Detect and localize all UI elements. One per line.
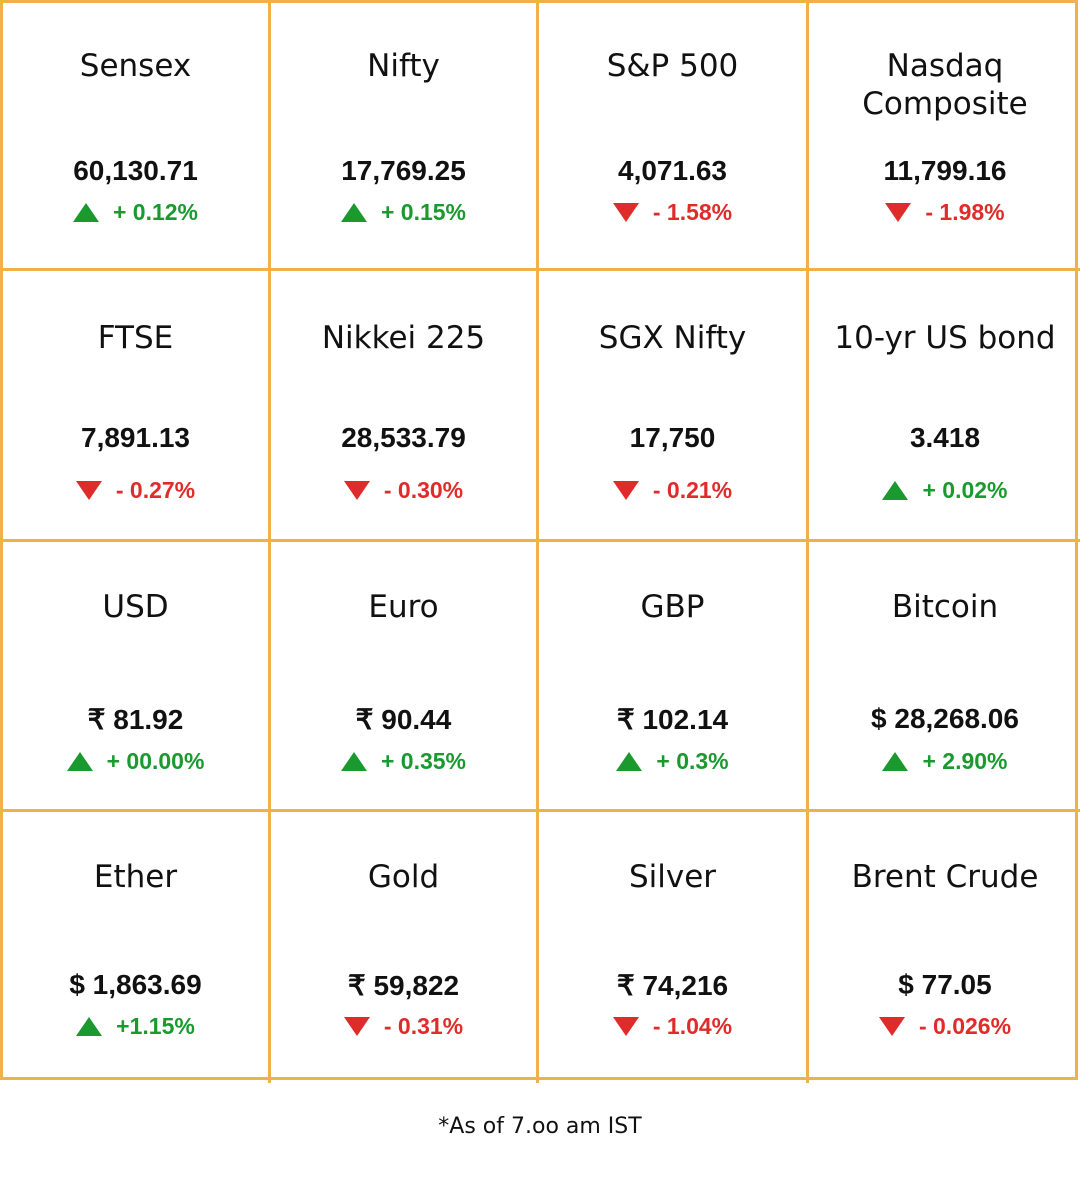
tile-value: ₹ 90.44 (355, 704, 452, 735)
tile-change: + 0.15% (271, 199, 536, 226)
tile-title: Brent Crude (851, 859, 1039, 895)
tile-silver: Silver ₹ 74,216 - 1.04% (539, 812, 809, 1083)
tile-change: - 0.31% (271, 1013, 536, 1040)
tile-title: 10-yr US bond (834, 320, 1056, 356)
down-arrow-icon (75, 481, 102, 500)
tile-change: + 0.12% (3, 199, 268, 226)
tile-title: Euro (368, 589, 439, 625)
down-arrow-icon (612, 481, 639, 500)
tile-title: Nikkei 225 (321, 320, 486, 356)
tile-brent-crude: Brent Crude $ 77.05 - 0.026% (809, 812, 1080, 1083)
up-arrow-icon (76, 1017, 103, 1036)
tile-ether: Ether $ 1,863.69 +1.15% (3, 812, 271, 1083)
change-text: + 2.90% (922, 748, 1008, 774)
up-arrow-icon (340, 752, 367, 771)
change-text: - 1.98% (925, 199, 1005, 225)
tile-title: Gold (367, 859, 440, 895)
tile-usd: USD ₹ 81.92 + 00.00% (3, 542, 271, 812)
tile-bitcoin: Bitcoin $ 28,268.06 + 2.90% (809, 542, 1080, 812)
tile-nasdaq: Nasdaq Composite 11,799.16 - 1.98% (809, 3, 1080, 271)
tile-title: S&P 500 (606, 48, 739, 84)
tile-value: $ 28,268.06 (871, 703, 1019, 734)
tile-value: $ 77.05 (898, 969, 992, 1000)
tile-value: 7,891.13 (81, 422, 190, 453)
tile-sgx-nifty: SGX Nifty 17,750 - 0.21% (539, 271, 809, 542)
tile-value: 4,071.63 (618, 155, 727, 186)
tile-value: ₹ 81.92 (87, 704, 184, 735)
change-text: - 1.58% (652, 199, 733, 225)
market-grid: Sensex 60,130.71 + 0.12% Nifty 17,769.25… (0, 0, 1080, 1083)
change-text: - 1.04% (652, 1013, 733, 1039)
tile-change: + 0.35% (271, 748, 536, 775)
tile-value: ₹ 74,216 (616, 970, 729, 1001)
tile-value: 28,533.79 (341, 422, 466, 453)
footnote: *As of 7.oo am IST (438, 1114, 642, 1139)
down-arrow-icon (885, 203, 912, 222)
down-arrow-icon (343, 481, 370, 500)
tile-ftse: FTSE 7,891.13 - 0.27% (3, 271, 271, 542)
tile-title: SGX Nifty (598, 320, 747, 356)
tile-value: 60,130.71 (73, 155, 198, 186)
tile-value: ₹ 59,822 (347, 970, 460, 1001)
tile-change: + 0.3% (539, 748, 806, 775)
up-arrow-icon (882, 752, 909, 771)
tile-change: + 00.00% (3, 748, 268, 775)
up-arrow-icon (340, 203, 367, 222)
tile-sensex: Sensex 60,130.71 + 0.12% (3, 3, 271, 271)
tile-gold: Gold ₹ 59,822 - 0.31% (271, 812, 539, 1083)
tile-change: +1.15% (3, 1013, 268, 1040)
change-text: - 0.30% (383, 477, 464, 503)
tile-value: $ 1,863.69 (69, 969, 202, 1000)
up-arrow-icon (72, 203, 99, 222)
change-text: - 0.27% (115, 477, 196, 503)
tile-change: + 2.90% (809, 748, 1080, 775)
down-arrow-icon (612, 1017, 639, 1036)
tile-change: - 0.026% (809, 1013, 1080, 1040)
tile-title: Nifty (367, 48, 440, 84)
tile-value: 17,769.25 (341, 155, 466, 186)
change-text: +1.15% (116, 1013, 195, 1039)
up-arrow-icon (66, 752, 93, 771)
tile-nifty: Nifty 17,769.25 + 0.15% (271, 3, 539, 271)
tile-value: 17,750 (629, 422, 716, 453)
tile-change: - 1.98% (809, 199, 1080, 226)
tile-change: - 0.21% (539, 477, 806, 504)
tile-euro: Euro ₹ 90.44 + 0.35% (271, 542, 539, 812)
change-text: + 0.15% (380, 199, 467, 225)
down-arrow-icon (878, 1017, 905, 1036)
change-text: + 00.00% (106, 748, 205, 774)
tile-us-bond: 10-yr US bond 3.418 + 0.02% (809, 271, 1080, 542)
down-arrow-icon (343, 1017, 370, 1036)
tile-title: Silver (628, 859, 717, 895)
tile-sp500: S&P 500 4,071.63 - 1.58% (539, 3, 809, 271)
tile-title: GBP (640, 589, 705, 625)
tile-title: FTSE (97, 320, 174, 356)
down-arrow-icon (612, 203, 639, 222)
tile-value: ₹ 102.14 (616, 704, 729, 735)
tile-value: 3.418 (909, 422, 981, 453)
change-text: + 0.35% (380, 748, 467, 774)
up-arrow-icon (616, 752, 643, 771)
tile-title: Ether (93, 859, 178, 895)
change-text: - 0.21% (652, 477, 733, 503)
tile-title: Bitcoin (891, 589, 999, 625)
tile-change: - 0.27% (3, 477, 268, 504)
change-text: - 0.026% (918, 1013, 1012, 1039)
tile-gbp: GBP ₹ 102.14 + 0.3% (539, 542, 809, 812)
tile-title: Nasdaq Composite (862, 48, 1028, 122)
tile-change: - 1.58% (539, 199, 806, 226)
up-arrow-icon (882, 481, 909, 500)
change-text: + 0.3% (656, 748, 729, 774)
tile-nikkei: Nikkei 225 28,533.79 - 0.30% (271, 271, 539, 542)
tile-title: Sensex (79, 48, 192, 84)
tile-change: - 1.04% (539, 1013, 806, 1040)
change-text: + 0.12% (112, 199, 199, 225)
tile-title: USD (102, 589, 169, 625)
tile-value: 11,799.16 (883, 155, 1007, 186)
tile-change: + 0.02% (809, 477, 1080, 504)
change-text: + 0.02% (922, 477, 1008, 503)
change-text: - 0.31% (383, 1013, 464, 1039)
tile-change: - 0.30% (271, 477, 536, 504)
